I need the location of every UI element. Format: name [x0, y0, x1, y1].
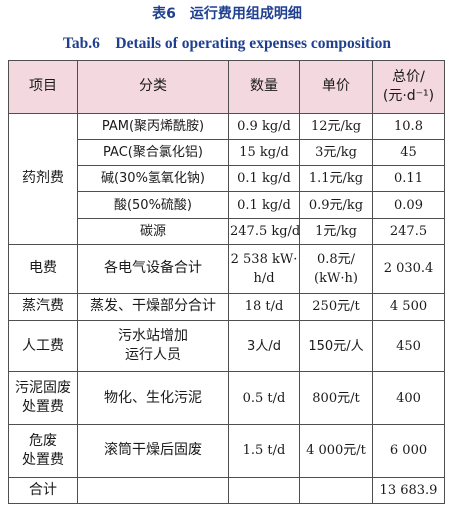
- cell-total: 6 000: [372, 423, 445, 478]
- cell-unit-price-line1: 0.8元/: [316, 251, 356, 267]
- cell-unit-price: 12元/kg: [299, 112, 373, 140]
- row-group-chemicals: 药剂费: [8, 112, 78, 245]
- cell-unit-price: 4 000元/t: [299, 423, 373, 478]
- cell-total: 450: [372, 319, 445, 373]
- cell-quantity: 0.1 kg/d: [228, 191, 300, 219]
- cell-unit-price: 3元/kg: [299, 138, 373, 167]
- row-item-sludge: 污泥固废 处置费: [8, 371, 78, 425]
- cell-grand-total: 13 683.9: [372, 476, 445, 505]
- cell-quantity: 3人/d: [228, 319, 300, 373]
- table-header-row: 项目 分类 数量 单价 总价/ (元·d⁻¹): [8, 60, 445, 114]
- cell-quantity-empty: [228, 476, 300, 505]
- cell-unit-price-line2: (kW·h): [314, 270, 358, 286]
- row-item-line2: 处置费: [22, 399, 64, 416]
- cell-total: 0.11: [372, 165, 445, 193]
- cell-total: 0.09: [372, 191, 445, 219]
- table-row: 人工费 污水站增加 运行人员 3人/d 150元/人 450: [8, 319, 445, 373]
- cell-quantity: 0.5 t/d: [228, 371, 300, 425]
- row-item-labor: 人工费: [8, 319, 78, 373]
- header-unit-price: 单价: [299, 60, 373, 114]
- row-item-total: 合计: [8, 476, 78, 505]
- cell-category: 碳源: [77, 217, 229, 245]
- row-item-line1: 污泥固废: [15, 380, 71, 397]
- cell-quantity: 15 kg/d: [228, 138, 300, 167]
- cell-quantity: 0.9 kg/d: [228, 112, 300, 140]
- table-row: 药剂费 PAM(聚丙烯酰胺) 0.9 kg/d 12元/kg 10.8: [8, 112, 445, 245]
- table-row: 蒸汽费 蒸发、干燥部分合计 18 t/d 250元/t 4 500: [8, 292, 445, 321]
- cell-category: 物化、生化污泥: [77, 371, 229, 425]
- cell-category: 污水站增加 运行人员: [77, 319, 229, 373]
- header-category: 分类: [77, 60, 229, 114]
- cell-unit-price: 0.9元/kg: [299, 191, 373, 219]
- row-item-line2: 处置费: [22, 451, 64, 468]
- table-row: PAC(聚合氯化铝) 15 kg/d 3元/kg 45: [9, 138, 445, 167]
- cell-category: PAM(聚丙烯酰胺): [77, 112, 229, 140]
- cell-total: 10.8: [372, 112, 445, 140]
- cell-unit-price: 800元/t: [299, 371, 373, 425]
- row-item-line1: 危废: [29, 432, 57, 449]
- cell-unit-price: 150元/人: [299, 319, 373, 373]
- cell-total: 4 500: [372, 292, 445, 321]
- header-total: 总价/ (元·d⁻¹): [372, 60, 445, 114]
- table-row: 碱(30%氢氧化钠) 0.1 kg/d 1.1元/kg 0.11: [9, 165, 445, 193]
- table-row: 电费 各电气设备合计 2 538 kW· h/d 0.8元/ (kW·h) 2 …: [8, 243, 445, 294]
- cell-total: 45: [372, 138, 445, 167]
- cell-quantity: 18 t/d: [228, 292, 300, 321]
- cell-total: 400: [372, 371, 445, 425]
- table-row: 酸(50%硫酸) 0.1 kg/d 0.9元/kg 0.09: [9, 191, 445, 219]
- header-quantity: 数量: [228, 60, 300, 114]
- cell-quantity: 1.5 t/d: [228, 423, 300, 478]
- cell-category: 各电气设备合计: [77, 243, 229, 294]
- cell-category: 酸(50%硫酸): [77, 191, 229, 219]
- header-item: 项目: [8, 60, 78, 114]
- cell-category: PAC(聚合氯化铝): [77, 138, 229, 167]
- row-item-electricity: 电费: [8, 243, 78, 294]
- table-row: 危废 处置费 滚筒干燥后固废 1.5 t/d 4 000元/t 6 000: [8, 423, 445, 478]
- cell-category: 蒸发、干燥部分合计: [77, 292, 229, 321]
- cell-quantity-line2: h/d: [253, 270, 275, 286]
- cell-unit-price: 1.1元/kg: [299, 165, 373, 193]
- cell-unit-price: 250元/t: [299, 292, 373, 321]
- cell-unit-price-empty: [299, 476, 373, 505]
- cell-category: 滚筒干燥后固废: [77, 423, 229, 478]
- cell-quantity: 0.1 kg/d: [228, 165, 300, 193]
- cell-category-empty: [77, 476, 229, 505]
- row-item-hazardous: 危废 处置费: [8, 423, 78, 478]
- cell-unit-price: 1元/kg: [299, 217, 373, 245]
- cell-quantity-line1: 2 538 kW·: [230, 251, 298, 267]
- table-row: 碳源 247.5 kg/d 1元/kg 247.5: [9, 217, 445, 245]
- header-total-line2: (元·d⁻¹): [382, 87, 435, 104]
- table-row: 污泥固废 处置费 物化、生化污泥 0.5 t/d 800元/t 400: [8, 371, 445, 425]
- cell-quantity: 2 538 kW· h/d: [228, 243, 300, 294]
- table-row-total: 合计 13 683.9: [8, 476, 445, 505]
- cell-category: 碱(30%氢氧化钠): [77, 165, 229, 193]
- table-caption-en: Tab.6 Details of operating expenses comp…: [63, 35, 391, 52]
- cell-total: 2 030.4: [372, 243, 445, 294]
- cell-category-line1: 污水站增加: [118, 328, 188, 345]
- header-total-line1: 总价/: [392, 68, 425, 85]
- cell-category-line2: 运行人员: [125, 347, 181, 364]
- expenses-table: 项目 分类 数量 单价 总价/ (元·d⁻¹) 药剂费 PAM(聚丙烯酰胺) 0…: [8, 60, 445, 505]
- cell-total: 247.5: [372, 217, 445, 245]
- cell-quantity: 247.5 kg/d: [228, 217, 300, 245]
- table-caption-cn: 表6 运行费用组成明细: [152, 6, 302, 22]
- row-item-steam: 蒸汽费: [8, 292, 78, 321]
- cell-unit-price: 0.8元/ (kW·h): [299, 243, 373, 294]
